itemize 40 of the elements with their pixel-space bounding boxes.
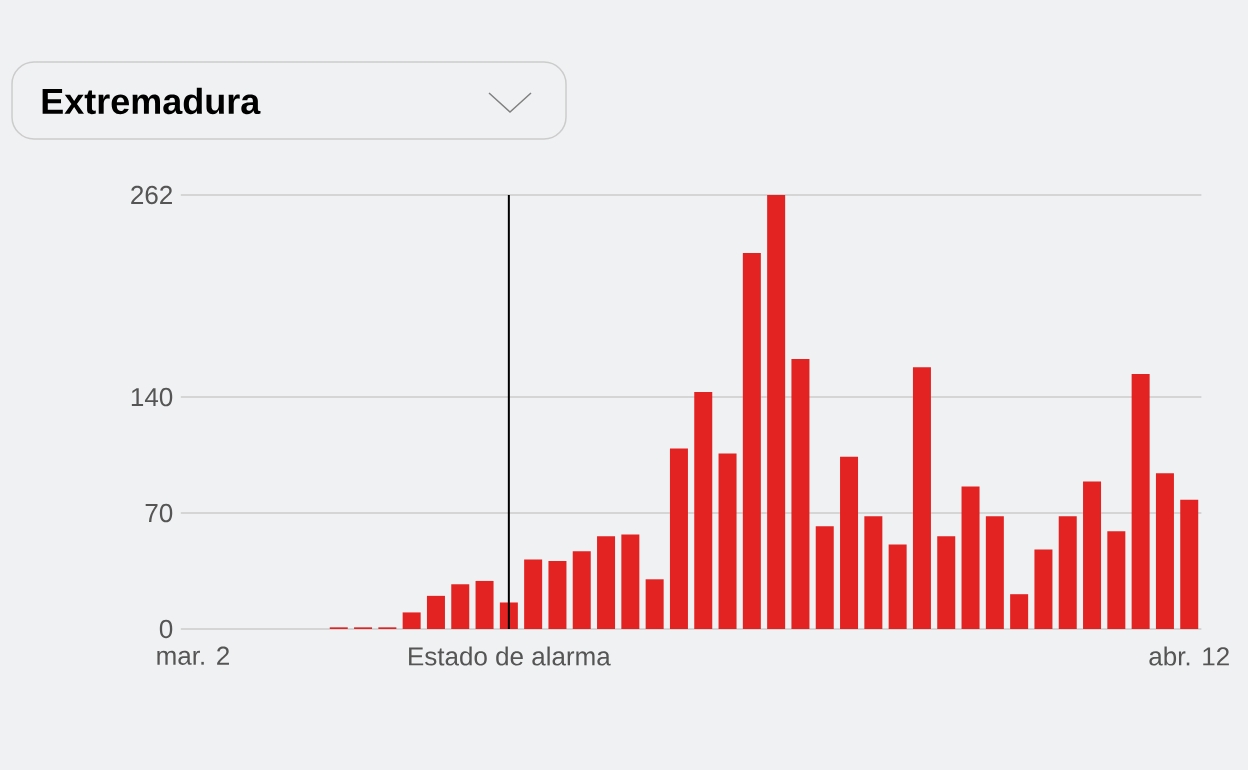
bar xyxy=(1058,516,1077,629)
bar xyxy=(1083,481,1102,629)
bar xyxy=(937,536,956,629)
bar xyxy=(1155,473,1174,629)
bar xyxy=(694,392,713,629)
bar xyxy=(815,526,834,629)
y-tick-label: 140 xyxy=(131,387,173,407)
bar xyxy=(402,612,421,629)
x-tick-label: abr. 12 xyxy=(1149,646,1229,666)
bar xyxy=(1010,594,1029,629)
bar xyxy=(572,551,591,629)
y-tick-label: 262 xyxy=(131,185,172,205)
bar xyxy=(645,579,664,629)
bar xyxy=(961,486,980,629)
bar xyxy=(985,516,1004,629)
y-tick-label: 0 xyxy=(159,619,173,639)
bar xyxy=(888,544,907,629)
x-tick-label: Estado de alarma xyxy=(409,646,611,666)
bar xyxy=(451,584,470,629)
bar xyxy=(669,448,688,629)
bar xyxy=(1107,531,1126,629)
bar xyxy=(718,453,737,629)
bar xyxy=(548,561,567,629)
bar xyxy=(621,534,640,629)
bar xyxy=(1034,549,1053,629)
bar xyxy=(864,516,883,629)
bar xyxy=(840,456,859,629)
bar xyxy=(742,252,761,629)
bar xyxy=(912,367,931,629)
y-tick-label: 70 xyxy=(145,503,173,523)
x-tick-label: mar. 2 xyxy=(157,646,229,665)
bar xyxy=(767,194,786,629)
bar xyxy=(475,580,494,629)
bar xyxy=(1131,373,1150,629)
bar xyxy=(597,536,616,629)
bar xyxy=(791,358,810,629)
bar xyxy=(1180,499,1199,629)
bar xyxy=(524,559,543,629)
bar xyxy=(426,595,445,629)
chart-title: Extremadura xyxy=(42,87,261,115)
